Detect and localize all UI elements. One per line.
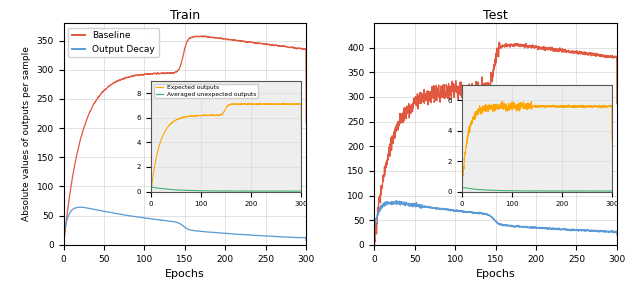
X-axis label: Epochs: Epochs bbox=[165, 269, 205, 279]
Title: Test: Test bbox=[483, 9, 508, 22]
X-axis label: Epochs: Epochs bbox=[476, 269, 515, 279]
Y-axis label: Absolute values of outputs per sample: Absolute values of outputs per sample bbox=[22, 46, 31, 221]
Title: Train: Train bbox=[170, 9, 200, 22]
Legend: Baseline, Output Decay: Baseline, Output Decay bbox=[68, 28, 159, 57]
